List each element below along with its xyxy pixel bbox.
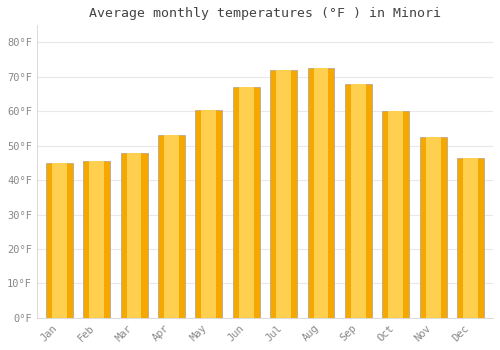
Bar: [463, 158, 478, 318]
Bar: [351, 84, 366, 318]
Bar: [382, 111, 409, 318]
Bar: [196, 110, 222, 318]
Bar: [457, 158, 484, 318]
Bar: [308, 68, 334, 318]
Bar: [420, 137, 446, 318]
Title: Average monthly temperatures (°F ) in Minori: Average monthly temperatures (°F ) in Mi…: [89, 7, 441, 20]
Bar: [388, 111, 403, 318]
Bar: [52, 163, 66, 318]
Bar: [89, 161, 104, 318]
Bar: [426, 137, 440, 318]
Bar: [270, 70, 297, 318]
Bar: [202, 110, 216, 318]
Bar: [126, 153, 142, 318]
Bar: [239, 87, 254, 318]
Bar: [158, 135, 185, 318]
Bar: [233, 87, 260, 318]
Bar: [314, 68, 328, 318]
Bar: [276, 70, 291, 318]
Bar: [120, 153, 148, 318]
Bar: [46, 163, 72, 318]
Bar: [345, 84, 372, 318]
Bar: [83, 161, 110, 318]
Bar: [164, 135, 179, 318]
